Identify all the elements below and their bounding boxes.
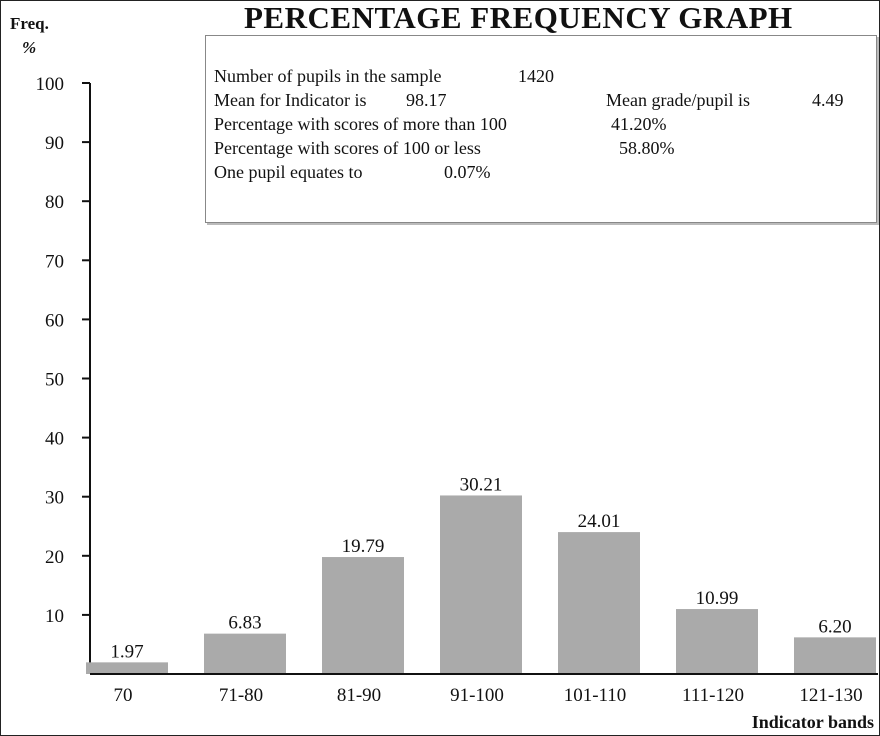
bar-value-label: 6.20: [818, 616, 851, 637]
bar-value-label: 19.79: [342, 536, 385, 557]
x-tick-label: 91-100: [450, 685, 504, 706]
bar-value-label: 24.01: [578, 511, 621, 532]
y-tick-label: 50: [45, 370, 64, 391]
y-tick-label: 20: [45, 547, 64, 568]
x-axis-label: Indicator bands: [751, 712, 874, 732]
bar: [676, 609, 758, 674]
y-axis-unit: %: [22, 38, 37, 57]
mean-value: 98.17: [406, 90, 447, 110]
y-axis-label: Freq.: [10, 14, 49, 33]
grade-label: Mean grade/pupil is: [606, 90, 750, 110]
bar: [794, 637, 876, 674]
x-tick-label: 81-90: [337, 685, 381, 706]
chart-title: PERCENTAGE FREQUENCY GRAPH: [244, 0, 793, 35]
y-tick-label: 80: [45, 192, 64, 213]
bar: [322, 557, 404, 674]
x-tick-label: 111-120: [682, 685, 744, 706]
below-value: 58.80%: [619, 138, 675, 158]
summary-box: Number of pupils in the sample 1420 Mean…: [205, 35, 877, 223]
above-value: 41.20%: [611, 114, 667, 134]
grade-value: 4.49: [812, 90, 844, 110]
above-label: Percentage with scores of more than 100: [214, 114, 507, 134]
sample-label: Number of pupils in the sample: [214, 66, 442, 86]
x-tick-label: 121-130: [799, 685, 862, 706]
x-tick-label: 71-80: [219, 685, 263, 706]
y-tick-label: 70: [45, 251, 64, 272]
y-tick-label: 60: [45, 310, 64, 331]
x-tick-label: 101-110: [564, 685, 627, 706]
below-label: Percentage with scores of 100 or less: [214, 138, 481, 158]
bar: [86, 662, 168, 674]
y-tick-label: 90: [45, 133, 64, 154]
sample-value: 1420: [518, 66, 554, 86]
bar-value-label: 1.97: [110, 641, 143, 662]
y-tick-label: 40: [45, 429, 64, 450]
x-tick-label: 70: [114, 685, 133, 706]
bar: [558, 532, 640, 674]
y-tick-label: 30: [45, 488, 64, 509]
bar: [204, 633, 286, 674]
pupil-value: 0.07%: [444, 162, 491, 182]
bar-value-label: 30.21: [460, 474, 503, 495]
mean-label: Mean for Indicator is: [214, 90, 367, 110]
y-tick-label: 10: [45, 606, 64, 627]
y-tick-label: 100: [36, 74, 65, 95]
bar-value-label: 6.83: [228, 613, 261, 634]
bar: [440, 495, 522, 674]
pupil-label: One pupil equates to: [214, 162, 363, 182]
bar-value-label: 10.99: [696, 588, 739, 609]
